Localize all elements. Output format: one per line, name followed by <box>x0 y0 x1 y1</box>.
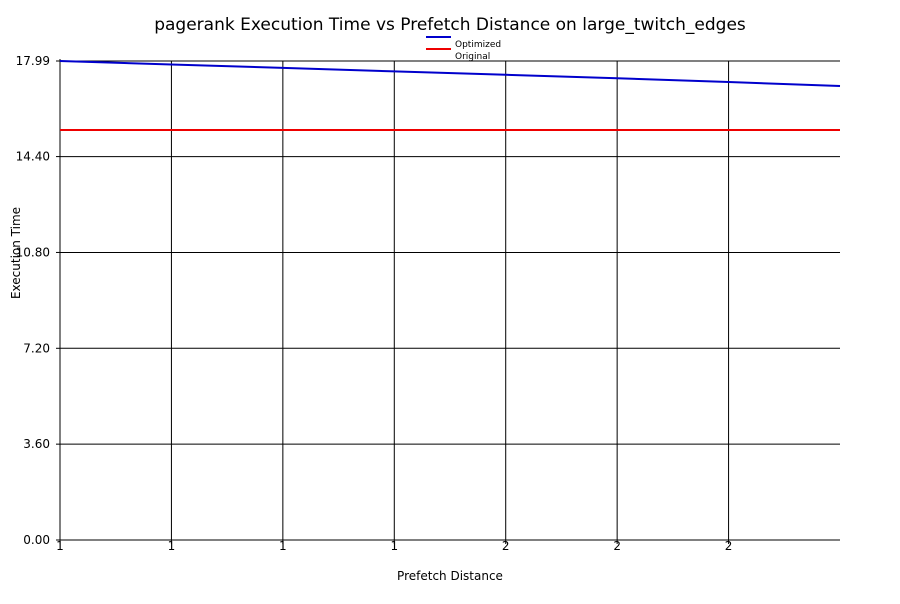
grid <box>60 60 840 540</box>
y-tick-label: 3.60 <box>23 437 50 451</box>
chart-title: pagerank Execution Time vs Prefetch Dist… <box>154 15 746 35</box>
axes <box>59 59 840 541</box>
x-axis-ticks: 1 1 1 1 2 2 2 <box>56 539 732 553</box>
y-tick-label: 17.99 <box>16 54 50 68</box>
x-tick-label: 1 <box>390 539 398 553</box>
y-tick-label: 14.40 <box>16 150 50 164</box>
x-tick-label: 1 <box>279 539 287 553</box>
x-axis-label: Prefetch Distance <box>397 569 503 583</box>
x-tick-label: 2 <box>502 539 510 553</box>
x-tick-label: 1 <box>56 539 64 553</box>
legend-label: Optimized <box>455 40 501 50</box>
x-tick-label: 2 <box>613 539 621 553</box>
y-axis-label: Execution Time <box>9 207 23 299</box>
series-group <box>59 60 841 131</box>
y-tick-label: 7.20 <box>23 341 50 355</box>
y-axis-ticks: 0.00 3.60 7.20 10.80 14.40 17.99 <box>16 54 60 547</box>
y-tick-label: 10.80 <box>16 245 50 259</box>
y-tick-label: 0.00 <box>23 533 50 547</box>
legend-label: Original <box>455 52 490 62</box>
legend: Optimized Original <box>426 36 501 62</box>
x-tick-label: 2 <box>725 539 733 553</box>
series-line-optimized <box>59 60 841 87</box>
x-tick-label: 1 <box>168 539 176 553</box>
